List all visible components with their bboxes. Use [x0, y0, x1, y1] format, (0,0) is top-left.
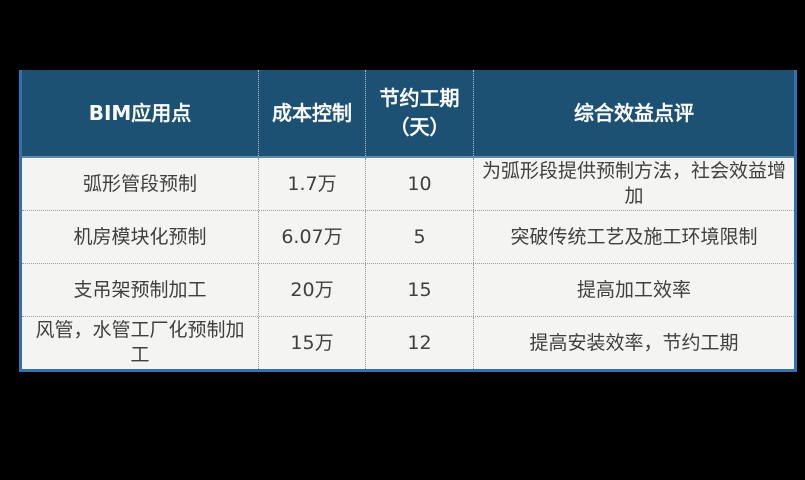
cell-days: 15 — [366, 264, 474, 316]
cell-cost: 20万 — [259, 264, 366, 316]
cell-cost: 15万 — [259, 317, 366, 369]
table-row: 机房模块化预制 6.07万 5 突破传统工艺及施工环境限制 — [22, 211, 794, 264]
cell-application: 支吊架预制加工 — [22, 264, 259, 316]
table-header-row: BIM应用点 成本控制 节约工期 （天） 综合效益点评 — [22, 70, 794, 158]
table-row: 支吊架预制加工 20万 15 提高加工效率 — [22, 264, 794, 317]
cell-comment: 突破传统工艺及施工环境限制 — [510, 225, 758, 248]
cell-days: 12 — [366, 317, 474, 369]
cell-application: 机房模块化预制 — [22, 211, 259, 263]
column-header-cost-control: 成本控制 — [259, 70, 366, 156]
cell-comment: 为弧形段提供预制方法，社会效益增加 — [481, 160, 786, 207]
column-header-bim-application: BIM应用点 — [22, 70, 259, 156]
cell-days: 10 — [366, 158, 474, 210]
cell-application: 弧形管段预制 — [22, 158, 259, 210]
cell-cost: 1.7万 — [259, 158, 366, 210]
table-row: 风管，水管工厂化预制加工 15万 12 提高安装效率，节约工期 — [22, 317, 794, 369]
cell-application: 风管，水管工厂化预制加工 — [22, 317, 259, 369]
cell-cost: 6.07万 — [259, 211, 366, 263]
cell-comment: 提高安装效率，节约工期 — [529, 331, 739, 354]
column-header-benefit-comment: 综合效益点评 — [574, 100, 694, 125]
column-header-days-saved: 节约工期 （天） — [366, 70, 474, 156]
table-row: 弧形管段预制 1.7万 10 为弧形段提供预制方法，社会效益增加 — [22, 158, 794, 211]
cell-comment: 提高加工效率 — [576, 278, 691, 301]
cell-days: 5 — [366, 211, 474, 263]
bim-benefit-table: BIM应用点 成本控制 节约工期 （天） 综合效益点评 弧形管段预制 1.7万 … — [19, 70, 797, 372]
